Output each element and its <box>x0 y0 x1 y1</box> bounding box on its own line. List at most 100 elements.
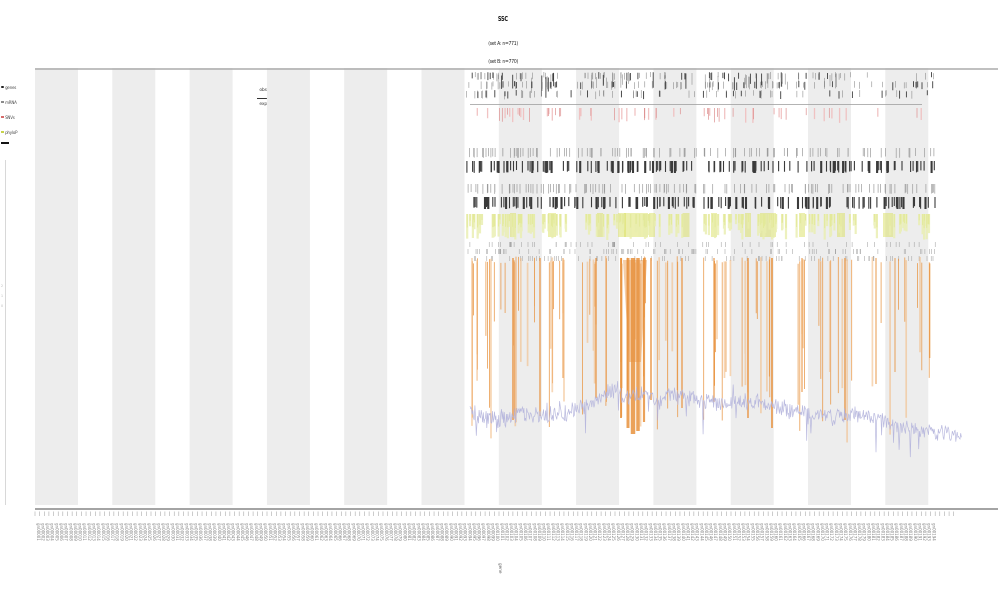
svg-text:gn00016: gn00016 <box>105 523 110 541</box>
svg-text:gn00167: gn00167 <box>806 523 811 541</box>
svg-text:gn00136: gn00136 <box>662 523 667 541</box>
svg-text:gn00142: gn00142 <box>690 523 695 541</box>
svg-text:gn00041: gn00041 <box>221 523 226 541</box>
svg-text:gn00109: gn00109 <box>537 523 542 541</box>
figure-subtitle-1: (set A: n=771) <box>488 41 518 47</box>
svg-text:gn00018: gn00018 <box>115 523 120 541</box>
svg-text:gn00096: gn00096 <box>477 523 482 541</box>
track-label: mRNA <box>1 97 17 107</box>
svg-text:gn00173: gn00173 <box>834 523 839 541</box>
svg-text:gn00035: gn00035 <box>194 523 199 541</box>
svg-text:gn00020: gn00020 <box>124 523 129 541</box>
svg-text:gn00123: gn00123 <box>602 523 607 541</box>
svg-text:gn00111: gn00111 <box>546 523 551 541</box>
track-marker-icon <box>1 100 4 104</box>
svg-text:gn00161: gn00161 <box>778 523 783 541</box>
svg-text:gn00075: gn00075 <box>379 523 384 541</box>
svg-text:gn00097: gn00097 <box>481 523 486 541</box>
svg-text:gn00127: gn00127 <box>620 523 625 541</box>
track-label: SNVs <box>1 112 17 122</box>
svg-text:gn00051: gn00051 <box>268 523 273 541</box>
svg-text:gn00065: gn00065 <box>333 523 338 541</box>
x-axis-title: gene <box>498 563 503 574</box>
svg-text:gn00160: gn00160 <box>774 523 779 541</box>
svg-text:gn00144: gn00144 <box>699 523 704 541</box>
svg-text:gn00153: gn00153 <box>741 523 746 541</box>
svg-text:gn00077: gn00077 <box>388 523 393 541</box>
svg-text:gn00044: gn00044 <box>235 523 240 541</box>
figure-title: SSC <box>498 15 508 23</box>
svg-text:1: 1 <box>1 294 3 298</box>
svg-text:gn00004: gn00004 <box>50 523 55 541</box>
svg-text:gn00050: gn00050 <box>263 523 268 541</box>
svg-text:gn00014: gn00014 <box>96 523 101 541</box>
svg-text:gn00054: gn00054 <box>282 523 287 541</box>
svg-text:gn00145: gn00145 <box>704 523 709 541</box>
svg-text:gn00120: gn00120 <box>588 523 593 541</box>
svg-text:gn00147: gn00147 <box>713 523 718 541</box>
svg-text:gn00010: gn00010 <box>78 523 83 541</box>
svg-text:gn00012: gn00012 <box>87 523 92 541</box>
svg-text:gn00177: gn00177 <box>852 523 857 541</box>
svg-text:gn00170: gn00170 <box>820 523 825 541</box>
svg-text:gn00048: gn00048 <box>254 523 259 541</box>
svg-text:gn00101: gn00101 <box>500 523 505 541</box>
svg-text:gn00141: gn00141 <box>685 523 690 541</box>
svg-text:gn00073: gn00073 <box>370 523 375 541</box>
svg-text:gn00118: gn00118 <box>579 523 584 541</box>
svg-text:gn00037: gn00037 <box>203 523 208 541</box>
svg-text:gn00093: gn00093 <box>463 523 468 541</box>
svg-text:gn00146: gn00146 <box>709 523 714 541</box>
svg-text:gn00131: gn00131 <box>639 523 644 541</box>
svg-text:gn00132: gn00132 <box>644 523 649 541</box>
svg-text:gn00015: gn00015 <box>101 523 106 541</box>
svg-text:gn00023: gn00023 <box>138 523 143 541</box>
track-label: genes <box>1 82 17 92</box>
svg-text:gn00033: gn00033 <box>184 523 189 541</box>
svg-text:gn00179: gn00179 <box>862 523 867 541</box>
svg-text:gn00024: gn00024 <box>143 523 148 541</box>
svg-text:gn00194: gn00194 <box>931 523 936 541</box>
chromosome-bands <box>35 68 929 505</box>
svg-text:gn00169: gn00169 <box>815 523 820 541</box>
svg-text:gn00079: gn00079 <box>398 523 403 541</box>
svg-text:gn00030: gn00030 <box>170 523 175 541</box>
svg-text:gn00043: gn00043 <box>231 523 236 541</box>
svg-text:gn00032: gn00032 <box>180 523 185 541</box>
svg-text:gn00126: gn00126 <box>616 523 621 541</box>
svg-text:gn00002: gn00002 <box>40 523 45 541</box>
svg-text:gn00155: gn00155 <box>750 523 755 541</box>
svg-text:gn00151: gn00151 <box>732 523 737 541</box>
svg-text:gn00028: gn00028 <box>161 523 166 541</box>
svg-text:gn00158: gn00158 <box>764 523 769 541</box>
svg-text:gn00082: gn00082 <box>412 523 417 541</box>
svg-text:gn00067: gn00067 <box>342 523 347 541</box>
svg-text:gn00121: gn00121 <box>593 523 598 541</box>
svg-text:gn00175: gn00175 <box>843 523 848 541</box>
svg-text:gn00171: gn00171 <box>825 523 830 541</box>
legend-key-dash <box>1 142 9 144</box>
svg-text:gn00107: gn00107 <box>528 523 533 541</box>
svg-text:gn00047: gn00047 <box>249 523 254 541</box>
left-axis: 2 1 0 <box>1 160 6 505</box>
svg-text:gn00172: gn00172 <box>829 523 834 541</box>
svg-text:0: 0 <box>1 304 3 308</box>
svg-text:gn00062: gn00062 <box>319 523 324 541</box>
svg-text:gn00176: gn00176 <box>848 523 853 541</box>
svg-text:gn00192: gn00192 <box>922 523 927 541</box>
svg-text:gn00135: gn00135 <box>658 523 663 541</box>
svg-text:gn00140: gn00140 <box>681 523 686 541</box>
svg-text:gn00029: gn00029 <box>166 523 171 541</box>
svg-text:gn00091: gn00091 <box>453 523 458 541</box>
svg-text:gn00076: gn00076 <box>384 523 389 541</box>
svg-text:gn00081: gn00081 <box>407 523 412 541</box>
svg-text:gn00080: gn00080 <box>402 523 407 541</box>
svg-text:gn00174: gn00174 <box>839 523 844 541</box>
svg-text:gn00094: gn00094 <box>467 523 472 541</box>
svg-text:gn00036: gn00036 <box>198 523 203 541</box>
svg-text:gn00149: gn00149 <box>723 523 728 541</box>
svg-text:gn00138: gn00138 <box>671 523 676 541</box>
svg-text:gn00063: gn00063 <box>323 523 328 541</box>
svg-text:2: 2 <box>1 284 3 288</box>
